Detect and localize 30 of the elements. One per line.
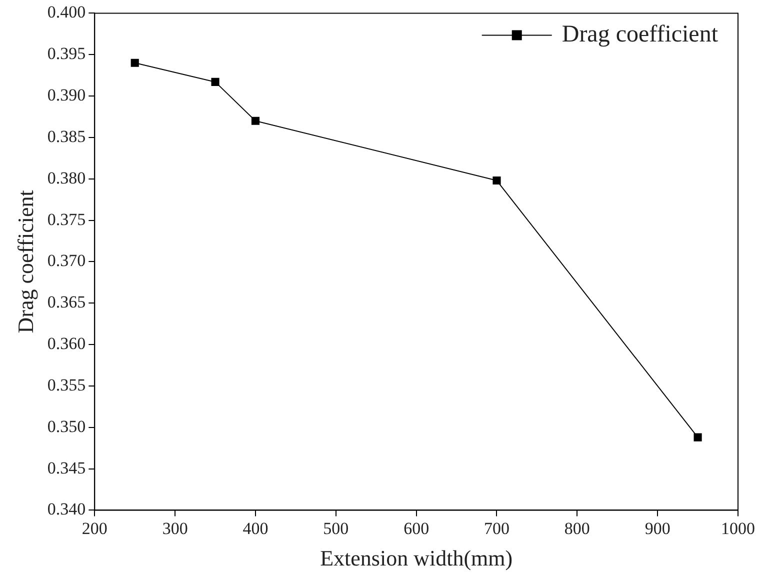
y-tick-label: 0.380 (47, 168, 86, 188)
y-tick-label: 0.360 (47, 334, 86, 353)
y-tick-label: 0.350 (47, 416, 86, 436)
y-tick-label: 0.395 (47, 44, 86, 64)
y-tick-label: 0.385 (47, 126, 86, 146)
y-tick-label: 0.345 (47, 458, 86, 478)
legend-label: Drag coefficient (562, 21, 718, 48)
y-tick-label: 0.340 (47, 500, 86, 519)
x-tick-label: 400 (242, 518, 268, 538)
x-axis-title: Extension width(mm) (320, 546, 513, 571)
x-tick-label: 300 (162, 518, 188, 538)
x-tick-label: 800 (564, 518, 590, 538)
x-tick-label: 500 (323, 518, 349, 538)
x-tick-label: 700 (484, 518, 510, 538)
y-tick-label: 0.365 (47, 292, 86, 312)
point (130, 58, 139, 67)
y-tick-label: 0.390 (47, 86, 86, 104)
x-tick-label: 1000 (721, 518, 755, 538)
point (251, 116, 260, 125)
x-tick-label: 200 (82, 518, 108, 538)
y-tick-label: 0.370 (47, 251, 86, 270)
point (694, 433, 702, 442)
point (492, 176, 501, 185)
y-tick-label: 0.400 (47, 2, 86, 22)
y-axis-title: Drag coefficient (12, 190, 38, 334)
y-tick-label: 0.375 (47, 210, 86, 229)
x-tick-label: 900 (644, 518, 670, 538)
point (211, 78, 220, 86)
y-tick-label: 0.355 (47, 375, 86, 394)
x-tick-label: 600 (404, 518, 430, 538)
